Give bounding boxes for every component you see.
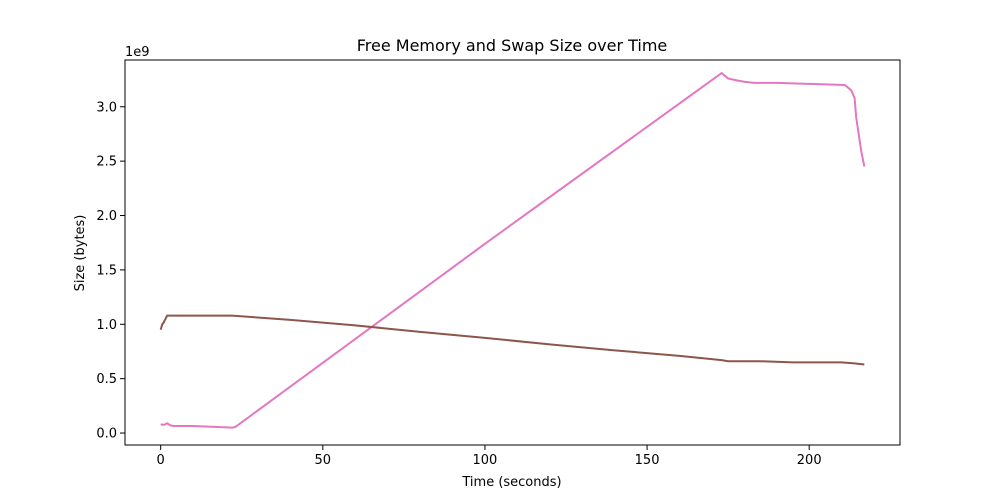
x-tick-label: 200 (797, 453, 822, 468)
y-tick-label: 2.0 (96, 209, 117, 224)
y-scale-label: 1e9 (125, 45, 150, 60)
y-axis: 0.0 0.5 1.0 1.5 2.0 2.5 3.0 (96, 100, 125, 442)
y-tick-label: 0.0 (96, 427, 117, 442)
x-axis-title: Time (seconds) (461, 475, 561, 490)
x-tick-label: 150 (635, 453, 660, 468)
x-axis: 0 50 100 150 200 (157, 445, 822, 468)
x-tick-label: 50 (315, 453, 332, 468)
y-tick-label: 1.5 (96, 263, 117, 278)
y-axis-title: Size (bytes) (73, 215, 88, 292)
y-tick-label: 2.5 (96, 155, 117, 170)
y-tick-label: 1.0 (96, 318, 117, 333)
plot-frame (124, 59, 901, 446)
chart-title: Free Memory and Swap Size over Time (357, 36, 668, 55)
x-tick-label: 100 (473, 453, 498, 468)
plot-area (159, 72, 866, 429)
series-line-1 (160, 72, 866, 429)
y-tick-label: 0.5 (96, 372, 117, 387)
y-tick-label: 3.0 (96, 100, 117, 115)
series-line-2 (159, 314, 865, 366)
x-tick-label: 0 (157, 453, 165, 468)
